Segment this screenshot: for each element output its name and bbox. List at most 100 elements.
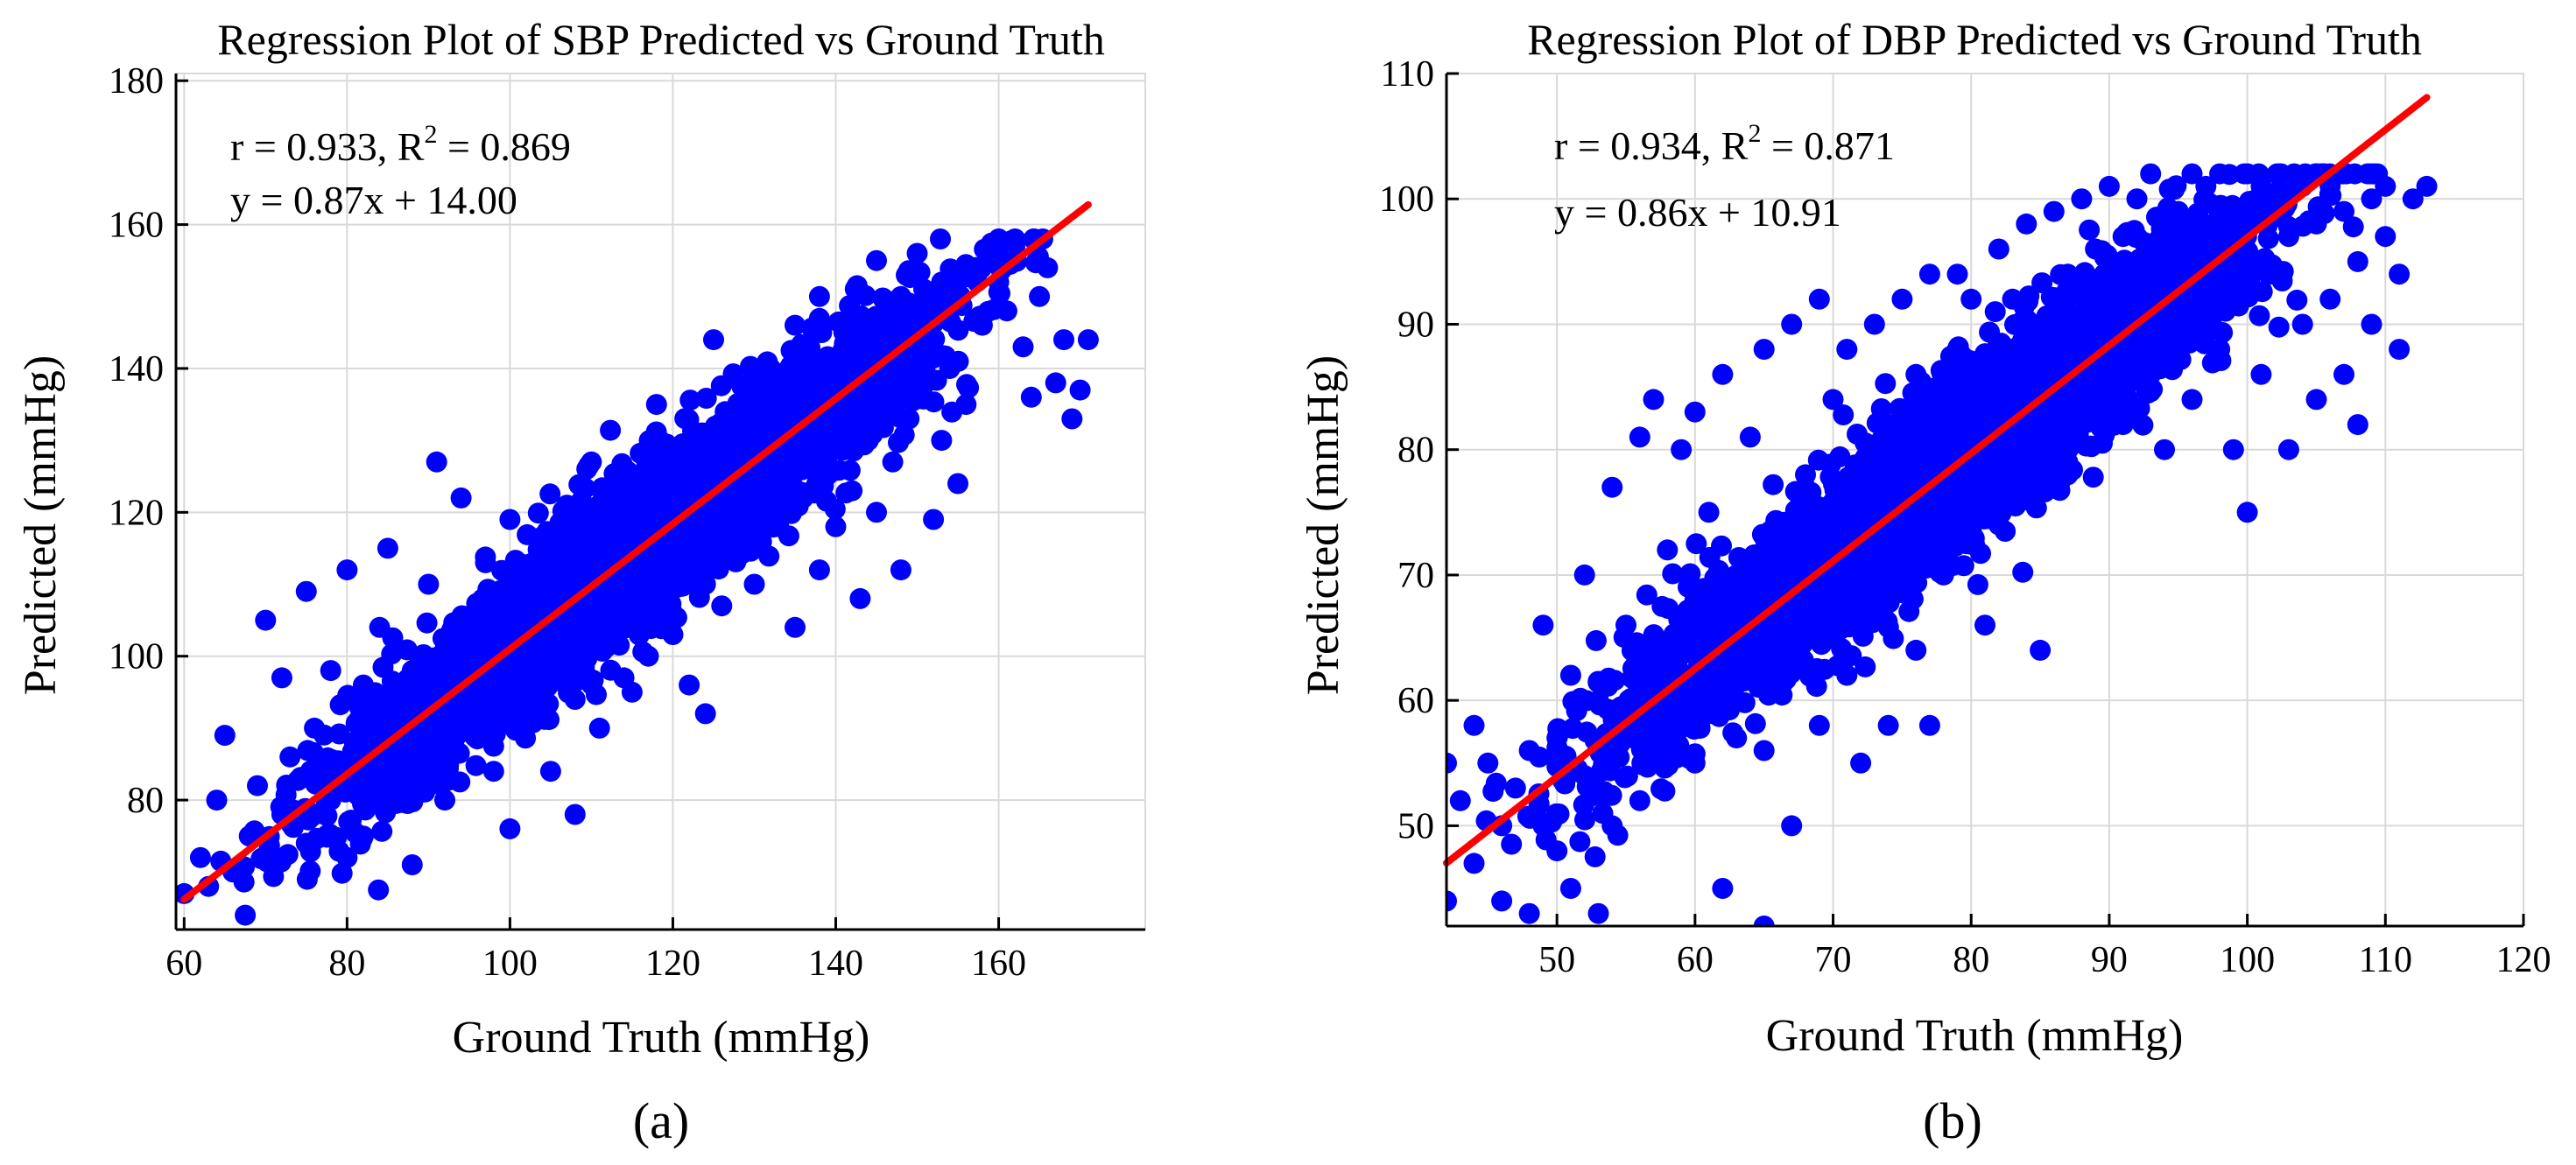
scatter-point-a-cloud-3030 xyxy=(503,654,524,676)
scatter-point-a-36 xyxy=(458,717,480,739)
y-tick-label-a-2: 120 xyxy=(109,493,164,533)
scatter-point-a-cloud-3099 xyxy=(547,587,569,609)
scatter-point-a-89 xyxy=(808,285,830,307)
scatter-point-a-cloud-3105 xyxy=(299,860,321,882)
scatter-point-a-41 xyxy=(499,573,521,595)
scatter-point-a-53 xyxy=(581,451,602,473)
scatter-point-a-86 xyxy=(792,487,814,509)
x-tick-label-a-3: 120 xyxy=(645,944,700,984)
scatter-point-a-55 xyxy=(597,616,618,638)
scatter-point-a-117 xyxy=(1004,228,1026,249)
scatter-point-a-14 xyxy=(295,832,317,854)
fit-line-a xyxy=(180,200,1092,903)
scatter-point-a-cloud-3146 xyxy=(703,538,725,560)
y-tick-label-a-4: 160 xyxy=(109,206,164,246)
scatter-point-a-96 xyxy=(849,587,871,609)
scatter-point-a-72 xyxy=(703,329,724,351)
scatter-point-a-9 xyxy=(255,846,277,868)
scatter-point-a-cloud-2426 xyxy=(510,553,531,575)
scatter-point-a-17 xyxy=(320,660,341,682)
scatter-point-a-cloud-2655 xyxy=(839,295,861,317)
scatter-point-a-121 xyxy=(1037,256,1059,278)
scatter-point-a-cloud-2851 xyxy=(375,802,397,824)
scatter-point-a-112 xyxy=(947,473,968,495)
scatter-point-a-80 xyxy=(751,430,773,452)
scatter-point-a-31 xyxy=(426,451,447,473)
scatter-point-a-50 xyxy=(564,689,586,710)
scatter-point-b-cloud-68 xyxy=(1744,712,1766,734)
scatter-point-a-27 xyxy=(401,660,423,682)
scatter-point-a-cloud-3145 xyxy=(834,410,856,432)
y-tick-label-a-5: 180 xyxy=(109,61,164,102)
scatter-point-a-59 xyxy=(630,573,651,595)
scatter-point-a-48 xyxy=(548,645,570,667)
scatter-point-a-46 xyxy=(531,530,553,552)
scatter-point-a-cloud-3159 xyxy=(703,433,725,455)
scatter-point-a-cloud-3025 xyxy=(362,711,384,733)
scatter-point-b-cloud-111 xyxy=(1686,533,1707,555)
scatter-point-a-cloud-3196 xyxy=(791,333,812,355)
scatter-point-a-84 xyxy=(785,616,806,638)
y-axis-label-a: Predicted (mmHg) xyxy=(16,355,66,695)
scatter-point-a-cloud-2208 xyxy=(707,558,729,580)
scatter-point-a-61 xyxy=(637,480,659,502)
scatter-point-a-94 xyxy=(841,480,863,502)
scatter-point-a-cloud-3172 xyxy=(693,519,714,541)
scatter-point-a-25 xyxy=(377,775,398,797)
scatter-point-a-cloud-3027 xyxy=(420,656,442,678)
stats-r-text-a: r = 0.933, R xyxy=(230,124,425,169)
scatter-point-a-cloud-3109 xyxy=(655,446,677,468)
scatter-point-a-103 xyxy=(890,559,911,581)
scatter-point-a-cloud-2171 xyxy=(328,723,350,745)
scatter-point-a-cloud-2833 xyxy=(538,693,560,715)
scatter-point-a-82 xyxy=(768,516,790,537)
scatter-point-a-114 xyxy=(971,314,993,336)
y-tick-label-a-3: 140 xyxy=(109,349,164,390)
chart-title-a: Regression Plot of SBP Predicted vs Grou… xyxy=(217,15,1105,64)
stats-r2-sup-a: 2 xyxy=(424,120,437,149)
scatter-point-a-58 xyxy=(621,681,643,703)
scatter-point-a-cloud-3117 xyxy=(740,404,762,426)
scatter-point-a-cloud-3060 xyxy=(561,613,583,635)
scatter-point-b-cloud-672 xyxy=(2079,219,2101,241)
scatter-point-a-cloud-2634 xyxy=(722,363,744,385)
scatter-point-a-23 xyxy=(369,616,391,638)
scatter-point-a-54 xyxy=(588,717,610,739)
scatter-point-a-1 xyxy=(189,846,211,868)
scatter-point-a-119 xyxy=(1020,386,1042,408)
scatter-points-b xyxy=(1446,163,2438,926)
scatter-point-a-cloud-3065 xyxy=(575,496,597,518)
scatter-point-a-cloud-2290 xyxy=(629,624,650,646)
scatter-point-a-cloud-3156 xyxy=(377,752,398,774)
scatter-point-a-cloud-2973 xyxy=(616,599,637,621)
scatter-point-a-cloud-3190 xyxy=(574,656,595,678)
scatter-point-a-cloud-2903 xyxy=(577,621,599,643)
scatter-point-a-cloud-2901 xyxy=(728,425,750,446)
scatter-point-a-cloud-156 xyxy=(600,419,622,441)
scatter-point-a-cloud-2157 xyxy=(880,401,902,423)
scatter-point-a-cloud-3141 xyxy=(440,635,461,656)
x-tick-label-a-5: 160 xyxy=(971,944,1026,984)
scatter-point-a-cloud-2967 xyxy=(923,391,945,413)
scatter-point-a-51 xyxy=(564,804,586,825)
scatter-point-a-cloud-3169 xyxy=(560,574,581,595)
scatter-point-a-cloud-3144 xyxy=(287,769,309,791)
scatter-point-a-73 xyxy=(711,516,733,537)
x-tick-label-a-0: 60 xyxy=(165,944,202,984)
stats-r-a: r = 0.933, R2 = 0.869 xyxy=(230,120,571,169)
scatter-point-a-cloud-3135 xyxy=(897,260,919,282)
scatter-points-a xyxy=(176,228,1099,926)
panel-a-chart: Regression Plot of SBP Predicted vs Grou… xyxy=(16,15,1146,1149)
scatter-point-a-19 xyxy=(336,559,358,581)
scatter-point-b-cloud-1159 xyxy=(1636,584,1658,606)
scatter-point-b-cloud-850 xyxy=(1485,772,1507,794)
scatter-point-a-110 xyxy=(931,271,953,293)
scatter-point-a-24 xyxy=(377,537,398,559)
scatter-point-a-cloud-3078 xyxy=(263,866,285,888)
scatter-point-a-42 xyxy=(499,509,521,530)
scatter-point-a-71 xyxy=(694,573,716,595)
scatter-point-b-cloud-359 xyxy=(1585,629,1607,651)
scatter-point-a-8 xyxy=(255,609,277,631)
scatter-point-a-111 xyxy=(939,358,961,379)
